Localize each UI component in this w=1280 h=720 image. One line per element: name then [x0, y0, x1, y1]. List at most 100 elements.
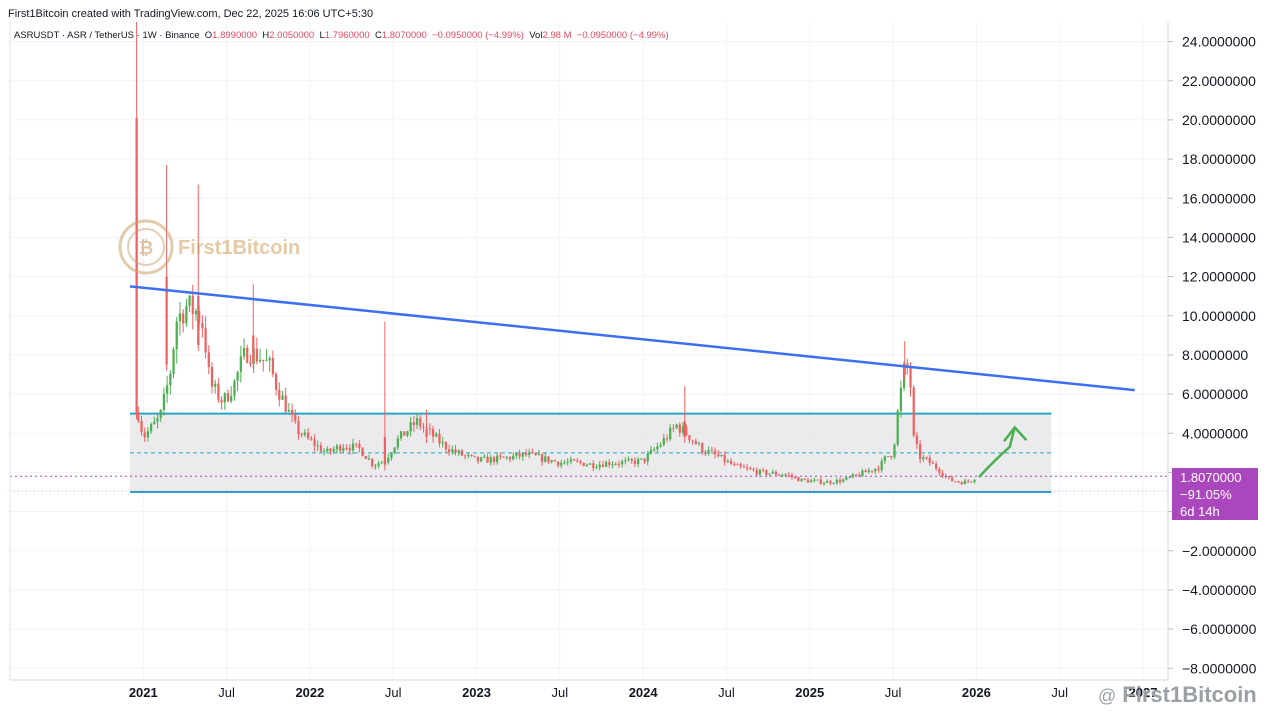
candle-body	[938, 468, 941, 473]
candle-body	[153, 421, 156, 425]
candle-body	[710, 450, 713, 452]
spike-body	[383, 437, 387, 465]
symbol-label: ASRUSDT · ASR / TetherUS · 1W · Binance	[14, 30, 200, 41]
candle-body	[598, 464, 601, 468]
candle-body	[691, 440, 694, 442]
axes: 24.0000000 22.0000000 20.0000000 18.0000000…	[9, 22, 1257, 700]
candle-body	[723, 454, 726, 463]
candle-body	[890, 456, 893, 458]
candle-body	[534, 452, 537, 456]
candle-body	[761, 469, 765, 471]
candle-body	[749, 468, 752, 470]
close-label: C	[374, 30, 382, 41]
candle-body	[486, 456, 489, 463]
y-tick-label: 6.0000000	[1182, 386, 1248, 402]
candle-body	[800, 478, 803, 482]
candle-body	[919, 444, 922, 460]
brand-name: First1Bitcoin	[1122, 682, 1257, 707]
candle-body	[713, 450, 717, 455]
candle-body	[970, 481, 973, 483]
candle-body	[842, 479, 845, 483]
candle-body	[886, 456, 890, 458]
spike-body	[135, 117, 138, 414]
candle-body	[678, 424, 681, 433]
candle-body	[162, 393, 166, 410]
x-tick-label: Jul	[385, 685, 402, 700]
candle-body	[374, 465, 377, 467]
candle-body	[947, 476, 951, 478]
candle-body	[255, 348, 258, 362]
candle-body	[931, 463, 935, 465]
candle-body	[963, 480, 967, 485]
candle-body	[473, 455, 476, 457]
candle-body	[159, 409, 162, 419]
candle-countdown: 6d 14h	[1180, 504, 1220, 519]
candle-body	[239, 356, 242, 373]
candle-body	[614, 463, 617, 465]
candle-body	[454, 449, 457, 453]
candle-body	[563, 462, 566, 464]
candle-body	[310, 438, 313, 440]
at-icon: @	[1098, 686, 1117, 706]
candle-body	[617, 463, 621, 465]
candle-body	[653, 449, 656, 451]
projection-arrow	[978, 426, 1016, 478]
candle-body	[415, 418, 419, 425]
candle-body	[896, 410, 899, 445]
candle-body	[685, 426, 688, 436]
candle-body	[553, 460, 556, 462]
candle-body	[643, 458, 646, 462]
candle-body	[194, 311, 198, 315]
candle-body	[191, 295, 194, 315]
candle-body	[572, 459, 576, 461]
brand-watermark: @ First1Bitcoin	[1098, 682, 1257, 708]
candle-body	[149, 424, 153, 432]
candle-body	[893, 444, 896, 458]
candle-body	[169, 373, 172, 386]
candle-body	[476, 456, 480, 462]
watermark: ₿ First1Bitcoin	[118, 219, 300, 275]
vol-value: 2.98 M	[542, 30, 572, 41]
candle-body	[742, 466, 746, 468]
candle-body	[204, 328, 207, 353]
candle-body	[470, 454, 473, 456]
candle-body	[659, 444, 662, 447]
candle-body	[422, 426, 425, 428]
candle-body	[720, 454, 723, 457]
candle-body	[781, 474, 784, 476]
candle-body	[579, 461, 582, 463]
candle-body	[662, 438, 665, 445]
candle-body	[326, 448, 329, 452]
candle-body	[560, 462, 563, 466]
candle-body	[822, 482, 826, 484]
y-tick-label: 10.0000000	[1182, 308, 1256, 324]
candle-body	[624, 460, 627, 462]
candle-body	[492, 457, 496, 463]
candle-body	[858, 474, 861, 477]
candle-body	[819, 479, 822, 484]
candle-body	[531, 452, 534, 454]
candle-body	[207, 352, 210, 367]
candle-body	[406, 431, 409, 436]
candle-body	[480, 457, 483, 462]
candle-body	[140, 420, 143, 433]
candle-body	[835, 479, 838, 484]
candle-body	[556, 461, 560, 466]
candle-body	[390, 453, 393, 458]
chart-grid	[10, 22, 1168, 680]
y-tick-label: −4.0000000	[1182, 582, 1257, 598]
candle-body	[771, 471, 774, 474]
candle-body	[957, 481, 960, 483]
candle-body	[435, 433, 438, 437]
change-value: −0.0950000 (−4.99%)	[432, 30, 524, 41]
watermark-logo-icon	[118, 219, 174, 275]
close-value: 1.8070000	[381, 30, 427, 41]
candle-body	[246, 347, 249, 363]
y-tick-label: −8.0000000	[1182, 660, 1257, 676]
candle-body	[274, 374, 278, 390]
x-tick-label: Jul	[885, 685, 902, 700]
candle-body	[672, 427, 675, 429]
candle-body	[428, 428, 432, 430]
descending-trendline	[129, 285, 1135, 392]
